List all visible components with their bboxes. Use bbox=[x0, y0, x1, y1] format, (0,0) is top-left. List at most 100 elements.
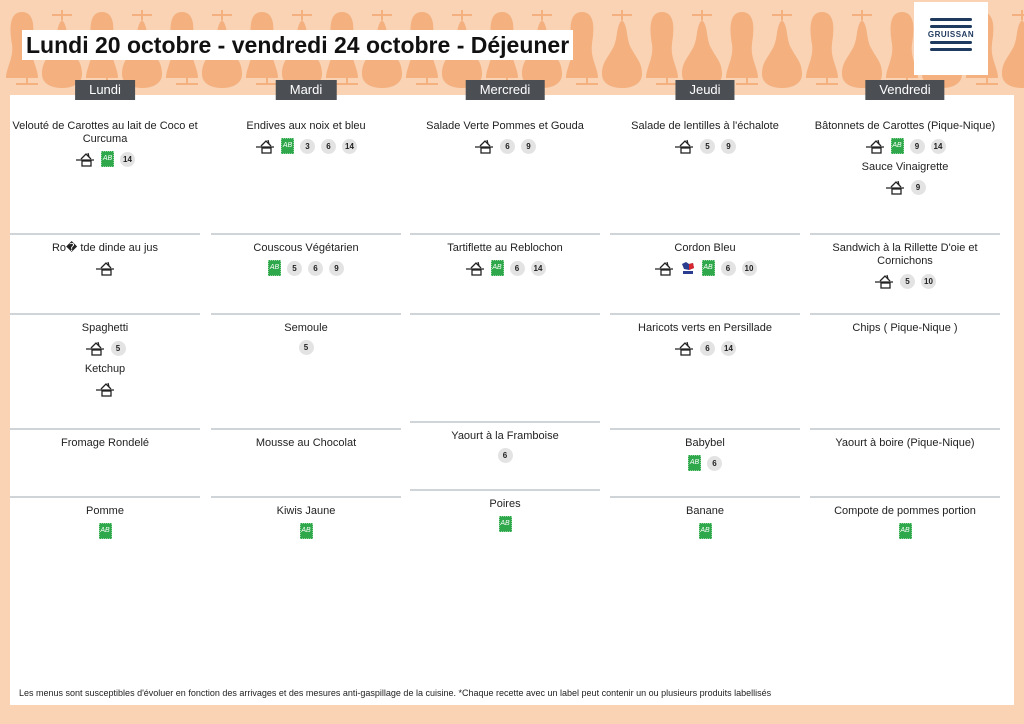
dish: Ro� tde dinde au jus bbox=[10, 242, 200, 276]
dish: Spaghetti 5 bbox=[10, 322, 200, 356]
dish: Kiwis Jaune AB bbox=[211, 505, 401, 539]
homemade-icon bbox=[865, 138, 885, 154]
dish-name: Tartiflette au Reblochon bbox=[447, 242, 563, 254]
dish-name: Spaghetti bbox=[81, 322, 129, 334]
homemade-icon bbox=[95, 381, 115, 397]
dish: Pomme AB bbox=[10, 505, 200, 539]
day-column: Salade Verte Pommes et Gouda 6 9 Tartiflett… bbox=[410, 113, 600, 558]
dish-name: Mousse au Chocolat bbox=[255, 437, 357, 449]
allergen-badge: 5 bbox=[700, 138, 715, 154]
allergen-badge: 14 bbox=[530, 260, 546, 276]
allergen-badge: 6 bbox=[707, 455, 722, 471]
dish: Semoule 5 bbox=[211, 322, 401, 355]
dish-labels: AB bbox=[610, 523, 800, 539]
dish-name: Kiwis Jaune bbox=[276, 505, 336, 517]
dish-labels: AB bbox=[410, 516, 600, 532]
dish-name: Chips ( Pique-Nique ) bbox=[852, 322, 958, 334]
dish: Haricots verts en Persillade 6 14 bbox=[610, 322, 800, 356]
menu-cell: Spaghetti 5 Ketchup bbox=[10, 322, 200, 430]
homemade-icon bbox=[885, 179, 905, 195]
allergen-badge: 9 bbox=[521, 138, 536, 154]
dish-name: Bâtonnets de Carottes (Pique-Nique) bbox=[814, 120, 996, 132]
dish: Salade de lentilles à l'échalote 5 9 bbox=[610, 120, 800, 154]
allergen-badge: 6 bbox=[497, 448, 513, 463]
menu-cell: Semoule 5 bbox=[211, 322, 401, 430]
menu-cell: Ro� tde dinde au jus bbox=[10, 242, 200, 315]
dish-name: Sauce Vinaigrette bbox=[861, 161, 949, 173]
day-column: Bâtonnets de Carottes (Pique-Nique) AB 9 14… bbox=[810, 113, 1000, 565]
logo-text: GRUISSAN bbox=[927, 30, 975, 39]
page-title: Lundi 20 octobre - vendredi 24 octobre -… bbox=[22, 30, 574, 60]
organic-ab-icon: AB bbox=[898, 523, 912, 539]
menu-cell: Banane AB bbox=[610, 505, 800, 565]
organic-ab-icon: AB bbox=[299, 523, 313, 539]
organic-ab-icon: AB bbox=[281, 138, 294, 154]
allergen-badge: 6 bbox=[308, 260, 323, 276]
organic-ab-icon: AB bbox=[490, 260, 504, 276]
allergen-badge: 9 bbox=[721, 138, 736, 154]
dish: Mousse au Chocolat bbox=[211, 437, 401, 450]
viande-porcine-francaise-icon bbox=[680, 261, 696, 275]
day-header-vendredi: Vendredi bbox=[865, 80, 945, 100]
menu-cell: Kiwis Jaune AB bbox=[211, 505, 401, 565]
allergen-badge: 9 bbox=[329, 260, 344, 276]
homemade-icon bbox=[95, 260, 115, 276]
dish-name: Endives aux noix et bleu bbox=[246, 120, 366, 132]
day-header-mercredi: Mercredi bbox=[465, 80, 545, 100]
dish-name: Ro� tde dinde au jus bbox=[51, 242, 159, 254]
allergen-badge: 10 bbox=[921, 273, 936, 289]
homemade-icon bbox=[75, 151, 95, 167]
day-header-lundi: Lundi bbox=[75, 80, 135, 100]
menu-cell: Sandwich à la Rillette D'oie et Cornicho… bbox=[810, 242, 1000, 315]
allergen-badge: 14 bbox=[120, 151, 135, 167]
dish: Bâtonnets de Carottes (Pique-Nique) AB 9 14 bbox=[810, 120, 1000, 154]
dish-name: Yaourt à la Framboise bbox=[451, 430, 559, 442]
dish-name: Couscous Végétarien bbox=[253, 242, 359, 254]
allergen-badge: 6 bbox=[500, 138, 515, 154]
dish-labels: 9 bbox=[810, 179, 1000, 195]
homemade-icon bbox=[674, 138, 694, 154]
dish: Tartiflette au Reblochon AB 6 14 bbox=[410, 242, 600, 276]
menu-cell: Velouté de Carottes au lait de Coco et C… bbox=[10, 120, 200, 235]
dish-name: Babybel bbox=[685, 437, 725, 449]
menu-cell: Chips ( Pique-Nique ) bbox=[810, 322, 1000, 430]
dish-labels: 6 14 bbox=[610, 340, 800, 356]
dish: Couscous Végétarien AB 5 6 9 bbox=[211, 242, 401, 276]
dish: Cordon Bleu AB 6 10 bbox=[610, 242, 800, 276]
organic-ab-icon: AB bbox=[498, 516, 512, 532]
allergen-badge: 5 bbox=[298, 340, 314, 355]
organic-ab-icon: AB bbox=[101, 151, 114, 167]
allergen-badge: 3 bbox=[300, 138, 315, 154]
dish-name: Semoule bbox=[284, 322, 328, 334]
dish-labels: AB 9 14 bbox=[810, 138, 1000, 154]
menu-cell: Bâtonnets de Carottes (Pique-Nique) AB 9 14… bbox=[810, 120, 1000, 235]
day-column: Salade de lentilles à l'échalote 5 9 Cordon… bbox=[610, 113, 800, 565]
day-header-mardi: Mardi bbox=[275, 80, 337, 100]
homemade-icon bbox=[874, 273, 894, 289]
allergen-badge: 14 bbox=[342, 138, 357, 154]
day-column: Velouté de Carottes au lait de Coco et C… bbox=[10, 113, 200, 565]
day-header-jeudi: Jeudi bbox=[675, 80, 735, 100]
allergen-badge: 5 bbox=[110, 340, 126, 356]
menu-cell: Babybel AB 6 bbox=[610, 437, 800, 498]
menu-cell: Cordon Bleu AB 6 10 bbox=[610, 242, 800, 315]
allergen-badge: 5 bbox=[287, 260, 302, 276]
dish-labels: 6 bbox=[410, 448, 600, 463]
dish-name: Sandwich à la Rillette D'oie et Cornicho… bbox=[832, 242, 978, 267]
menu-panel bbox=[10, 95, 1014, 705]
menu-cell: Salade Verte Pommes et Gouda 6 9 bbox=[410, 120, 600, 235]
menu-cell bbox=[410, 315, 600, 423]
organic-ab-icon: AB bbox=[890, 138, 904, 154]
organic-ab-icon: AB bbox=[698, 523, 712, 539]
dish: Ketchup bbox=[10, 363, 200, 397]
homemade-icon bbox=[474, 138, 494, 154]
dish: Compote de pommes portion AB bbox=[810, 505, 1000, 539]
organic-ab-icon: AB bbox=[98, 523, 112, 539]
allergen-badge: 9 bbox=[910, 179, 926, 195]
menu-cell: Fromage Rondelé bbox=[10, 437, 200, 498]
dish-labels: 5 10 bbox=[810, 273, 1000, 289]
dish-name: Banane bbox=[686, 505, 724, 517]
allergen-badge: 5 bbox=[900, 273, 915, 289]
